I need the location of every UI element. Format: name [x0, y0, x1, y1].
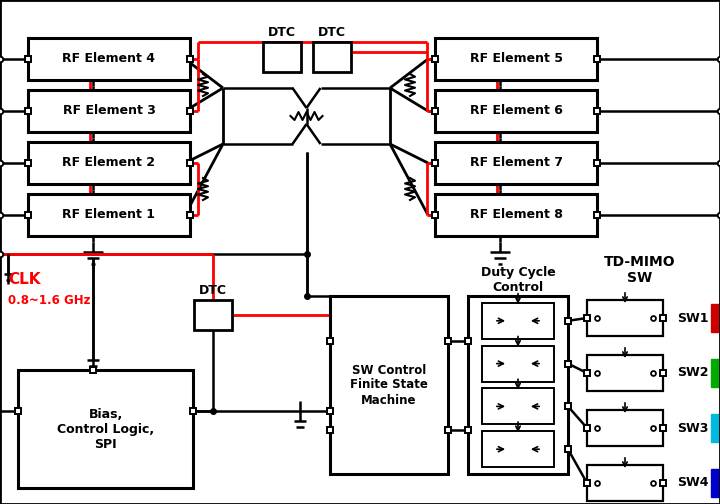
Bar: [28, 90, 190, 132]
Text: TD-MIMO
SW: TD-MIMO SW: [604, 255, 676, 285]
Bar: [194, 300, 232, 330]
Text: SW Control
Finite State
Machine: SW Control Finite State Machine: [350, 363, 428, 407]
Text: DTC: DTC: [199, 283, 227, 296]
Text: 0.8~1.6 GHz: 0.8~1.6 GHz: [8, 294, 91, 307]
Bar: [482, 346, 554, 382]
Bar: [435, 194, 597, 236]
Bar: [435, 90, 597, 132]
Text: RF Element 6: RF Element 6: [469, 104, 562, 117]
Bar: [468, 296, 568, 474]
Text: RF Element 5: RF Element 5: [469, 52, 562, 66]
Bar: [482, 389, 554, 424]
Bar: [482, 303, 554, 339]
Text: RF Element 7: RF Element 7: [469, 157, 562, 169]
Text: SW2: SW2: [677, 366, 708, 380]
Text: SW3: SW3: [677, 421, 708, 434]
Bar: [587, 410, 663, 446]
Bar: [435, 38, 597, 80]
Bar: [711, 359, 720, 387]
Bar: [313, 42, 351, 72]
Bar: [587, 465, 663, 501]
Text: SW1: SW1: [677, 311, 708, 325]
Text: Bias,
Control Logic,
SPI: Bias, Control Logic, SPI: [57, 408, 154, 451]
Text: DTC: DTC: [318, 26, 346, 38]
Text: Duty Cycle
Control: Duty Cycle Control: [481, 266, 555, 294]
Text: RF Element 4: RF Element 4: [63, 52, 156, 66]
Text: DTC: DTC: [268, 26, 296, 38]
Bar: [482, 431, 554, 467]
Text: RF Element 8: RF Element 8: [469, 209, 562, 221]
Text: SW4: SW4: [677, 476, 708, 489]
Bar: [263, 42, 301, 72]
Bar: [587, 355, 663, 391]
Bar: [711, 304, 720, 332]
Bar: [28, 38, 190, 80]
Text: RF Element 3: RF Element 3: [63, 104, 156, 117]
Text: CLK: CLK: [8, 272, 40, 287]
Text: RF Element 1: RF Element 1: [63, 209, 156, 221]
Bar: [711, 469, 720, 497]
Bar: [330, 296, 448, 474]
Bar: [711, 414, 720, 442]
Bar: [587, 300, 663, 336]
Text: RF Element 2: RF Element 2: [63, 157, 156, 169]
Bar: [28, 194, 190, 236]
Bar: [28, 142, 190, 184]
Bar: [18, 370, 193, 488]
Bar: [435, 142, 597, 184]
